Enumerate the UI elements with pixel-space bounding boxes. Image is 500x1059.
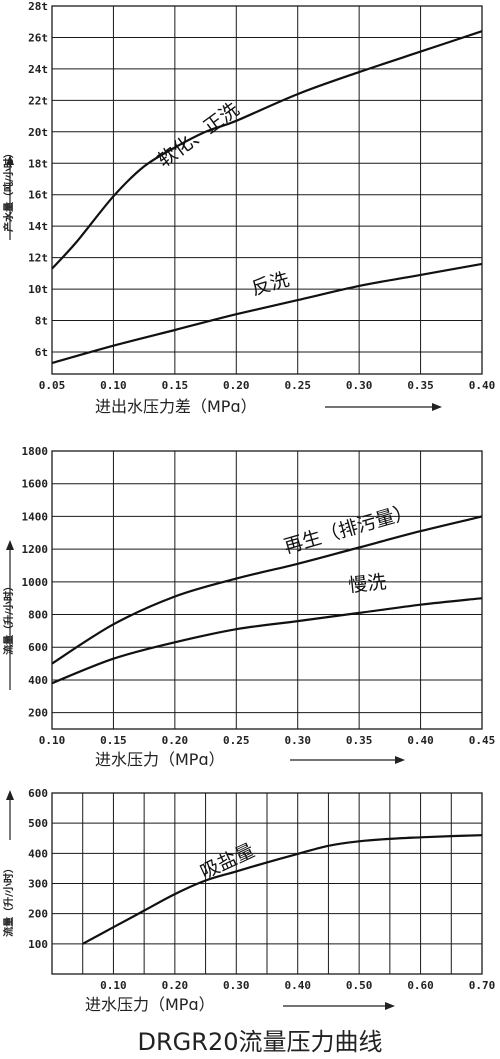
y-axis-arrowhead — [6, 155, 14, 165]
x-tick-label: 0.40 — [284, 979, 311, 992]
y-tick-label: 600 — [28, 787, 48, 800]
plot-frame — [51, 5, 483, 375]
chart-2: 0.10 0.15 0.20 0.25 0.30 0.35 0.40 0.45 200 400 60… — [2, 445, 495, 769]
y-tick-label: 500 — [28, 817, 48, 830]
x-tick-label: 0.60 — [407, 979, 434, 992]
x-tick-label: 0.15 — [162, 379, 189, 392]
x-tick-label: 0.70 — [469, 979, 496, 992]
y-tick-label: 200 — [28, 908, 48, 921]
x-axis-label: 进出水压力差（MPɑ） — [95, 397, 257, 416]
y-tick-label: 12t — [28, 252, 48, 265]
y-tick-label: 300 — [28, 878, 48, 891]
plot-frame — [51, 450, 483, 730]
y-tick-label: 20t — [28, 126, 48, 139]
x-tick-label: 0.10 — [39, 734, 66, 747]
chart-3: 0.10 0.20 0.30 0.40 0.50 0.60 0.70 100 200 300 400… — [2, 787, 495, 1014]
x-tick-label: 0.25 — [284, 379, 311, 392]
x-axis-label: 进水压力（MPɑ） — [95, 750, 225, 769]
x-tick-label: 0.40 — [407, 734, 434, 747]
x-tick-label: 0.25 — [223, 734, 250, 747]
y-tick-label: 800 — [28, 609, 48, 622]
series-line — [51, 515, 483, 665]
x-axis-label: 进水压力（MPɑ） — [85, 995, 215, 1014]
series-line — [51, 262, 483, 365]
y-tick-label: 200 — [28, 707, 48, 720]
series-label: 软化、正洗 — [154, 98, 244, 172]
y-tick-label: 1400 — [22, 510, 49, 523]
y-tick-label: 28t — [28, 0, 48, 13]
y-tick-label: 14t — [28, 220, 48, 233]
x-tick-label: 0.35 — [346, 734, 373, 747]
series-line — [82, 834, 483, 945]
y-tick-label: 22t — [28, 94, 48, 107]
x-axis-arrowhead — [432, 403, 442, 411]
x-axis-arrowhead — [395, 756, 405, 764]
x-tick-label: 0.20 — [162, 979, 189, 992]
y-tick-label: 8t — [35, 315, 48, 328]
y-tick-label: 1200 — [22, 543, 49, 556]
y-tick-label: 600 — [28, 641, 48, 654]
y-axis-label: 流量（升/小时） — [2, 863, 15, 937]
y-tick-label: 1600 — [22, 478, 49, 491]
series-line — [51, 597, 483, 685]
y-tick-label: 10t — [28, 283, 48, 296]
y-tick-label: 1000 — [22, 576, 49, 589]
y-tick-label: 400 — [28, 847, 48, 860]
x-tick-label: 0.10 — [100, 979, 127, 992]
y-tick-label: 18t — [28, 157, 48, 170]
x-tick-label: 0.30 — [284, 734, 311, 747]
series-label: 慢洗 — [347, 571, 387, 597]
chart-1: 0.05 0.10 0.15 0.20 0.25 0.30 0.35 0.40 6t 8t 10t 1… — [2, 0, 495, 416]
y-axis-arrowhead — [6, 540, 14, 550]
y-tick-label: 6t — [35, 346, 48, 359]
y-tick-label: 1800 — [22, 445, 49, 458]
x-tick-label: 0.40 — [469, 379, 496, 392]
x-tick-label: 0.45 — [469, 734, 496, 747]
x-tick-label: 0.35 — [407, 379, 434, 392]
x-tick-label: 0.15 — [100, 734, 127, 747]
y-tick-label: 24t — [28, 63, 48, 76]
y-tick-label: 400 — [28, 674, 48, 687]
series-line — [51, 30, 483, 270]
x-tick-label: 0.50 — [346, 979, 373, 992]
x-tick-label: 0.30 — [346, 379, 373, 392]
x-tick-label: 0.20 — [162, 734, 189, 747]
y-tick-label: 16t — [28, 189, 48, 202]
x-tick-label: 0.10 — [100, 379, 127, 392]
y-tick-label: 100 — [28, 938, 48, 951]
y-axis-label: 流量（升/小时） — [2, 581, 15, 655]
x-axis-arrowhead — [385, 1002, 395, 1010]
x-tick-label: 0.05 — [39, 379, 66, 392]
series-label: 反洗 — [249, 268, 292, 300]
x-tick-label: 0.30 — [223, 979, 250, 992]
plot-frame — [51, 792, 483, 975]
x-tick-label: 0.20 — [223, 379, 250, 392]
y-axis-arrowhead — [6, 790, 14, 800]
series-label: 吸盐量 — [197, 840, 258, 884]
y-axis-label: 产水量（吨/小时） — [2, 148, 15, 232]
y-tick-label: 26t — [28, 31, 48, 44]
figure-title: DRGR20流量压力曲线 — [138, 1028, 383, 1056]
